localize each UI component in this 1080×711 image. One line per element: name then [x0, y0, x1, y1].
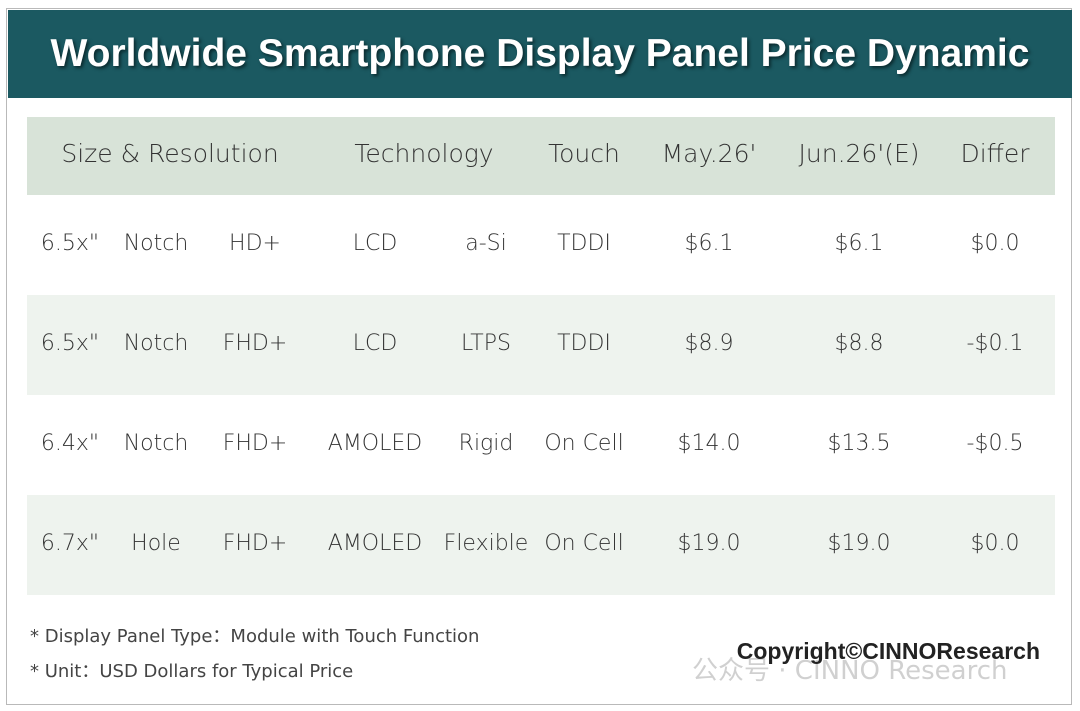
- table-cell: -$0.1: [966, 331, 1024, 356]
- table-cell: $13.5: [827, 431, 891, 456]
- table-row: 6.4x" Notch FHD+ AMOLED Rigid On Cell $14.0 $13…: [27, 395, 1055, 495]
- table-row: 6.5x" Notch HD+ LCD a-Si TDDI $6.1 $6.1 $0.0: [27, 195, 1055, 295]
- note: * Unit：USD Dollars for Typical Price: [30, 661, 354, 682]
- header-cell: Size & Resolution: [61, 139, 279, 168]
- table-cell: On Cell: [544, 431, 624, 456]
- table-cell: Rigid: [458, 431, 514, 456]
- header-cell: Touch: [548, 139, 620, 168]
- table-cell: $8.8: [834, 331, 884, 356]
- table-cell: TDDI: [557, 331, 611, 356]
- table-cell: $0.0: [970, 531, 1020, 556]
- table-cell: LCD: [352, 331, 398, 356]
- table-cell: FHD+: [222, 531, 288, 556]
- table-cell: 6.5x": [40, 331, 100, 356]
- table-cell: HD+: [229, 231, 281, 256]
- frame: [6, 8, 1072, 705]
- table-cell: AMOLED: [327, 431, 423, 456]
- title-banner: [8, 10, 1072, 98]
- header-row: Size & Resolution Technology Touch May.26' J…: [27, 117, 1055, 195]
- title: Worldwide Smartphone Display Panel Price…: [50, 32, 1030, 75]
- header-cell: Jun.26'(E): [798, 139, 920, 168]
- table-cell: $19.0: [827, 531, 891, 556]
- table-cell: 6.5x": [40, 231, 100, 256]
- table-cell: 6.7x": [40, 531, 100, 556]
- table-cell: $0.0: [970, 231, 1020, 256]
- table-cell: $14.0: [677, 431, 741, 456]
- header-cell: Differ: [960, 139, 1030, 168]
- table-cell: On Cell: [544, 531, 624, 556]
- table-cell: -$0.5: [966, 431, 1024, 456]
- table-cell: $6.1: [684, 231, 734, 256]
- table-cell: Hole: [131, 531, 181, 556]
- table-cell: $6.1: [834, 231, 884, 256]
- table-cell: $19.0: [677, 531, 741, 556]
- table-row: 6.7x" Hole FHD+ AMOLED Flexible On Cell $19.0 $…: [27, 495, 1055, 595]
- table-cell: LCD: [352, 231, 398, 256]
- table-cell: Flexible: [443, 531, 529, 556]
- table-cell: LTPS: [461, 331, 511, 356]
- table-cell: 6.4x": [40, 431, 100, 456]
- table-cell: FHD+: [222, 331, 288, 356]
- header-cell: May.26': [661, 139, 757, 168]
- note: * Display Panel Type：Module with Touch F…: [30, 626, 480, 647]
- copyright: Copyright©CINNOResearch: [736, 638, 1040, 664]
- table-cell: $8.9: [684, 331, 734, 356]
- table-cell: Notch: [123, 431, 189, 456]
- table-row: 6.5x" Notch FHD+ LCD LTPS TDDI $8.9 $8.8 -$0.1: [27, 295, 1055, 395]
- table-cell: AMOLED: [327, 531, 423, 556]
- table-cell: Notch: [123, 331, 189, 356]
- table-cell: TDDI: [557, 231, 611, 256]
- header-cell: Technology: [354, 139, 494, 168]
- table-cell: a-Si: [465, 231, 507, 256]
- watermark: 公众号 · CINNO Research: [692, 656, 1008, 686]
- table-cell: Notch: [123, 231, 189, 256]
- table-cell: FHD+: [222, 431, 288, 456]
